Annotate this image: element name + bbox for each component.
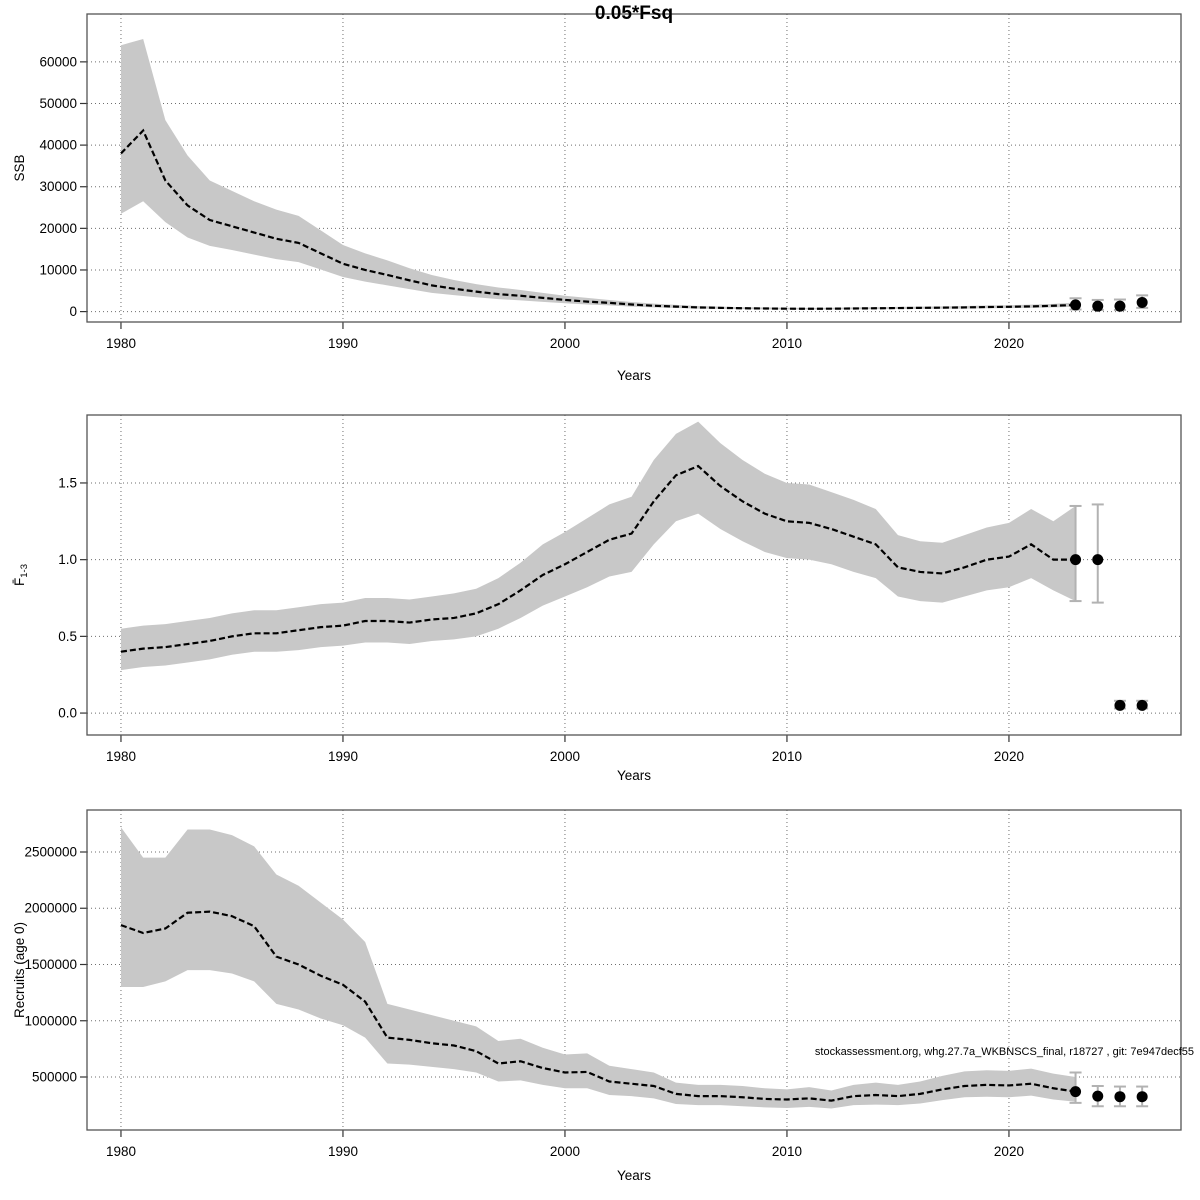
y-tick-label: 1.5 [58, 475, 77, 490]
y-axis-label: Recruits (age 0) [12, 922, 27, 1018]
x-tick-label: 1980 [106, 749, 136, 764]
x-tick-label: 2020 [994, 336, 1024, 351]
forecast-point [1092, 1090, 1104, 1102]
y-tick-label: 2000000 [24, 901, 77, 916]
x-tick-label: 1990 [328, 749, 358, 764]
x-tick-label: 2010 [772, 1144, 802, 1159]
forecast-point [1114, 1091, 1126, 1103]
recruitment-panel: 1980 1990 2000 2010 2020 500000 1000000 1500000… [12, 809, 1182, 1183]
fbar-panel: 1980 1990 2000 2010 2020 0.0 0.5 1.0 1.5 F̄1-3 Yea… [12, 414, 1182, 783]
recruits-line [120, 910, 1076, 1102]
y-tick-label: 40000 [39, 138, 77, 153]
forecast-point [1114, 300, 1126, 312]
forecast-point [1092, 554, 1104, 566]
forecast-point [1070, 299, 1082, 311]
x-tick-label: 2010 [772, 749, 802, 764]
y-tick-label: 0.5 [58, 629, 77, 644]
forecast-point [1092, 300, 1104, 312]
y-tick-label: 0 [69, 304, 77, 319]
x-axis-label: Years [617, 768, 651, 783]
forecast-point [1136, 296, 1148, 308]
x-tick-label: 2000 [550, 749, 580, 764]
y-tick-label: 60000 [39, 54, 77, 69]
forecast-point [1136, 1091, 1148, 1103]
y-tick-label: 1.0 [58, 552, 77, 567]
x-tick-label: 1990 [328, 336, 358, 351]
y-tick-label: 2500000 [24, 845, 77, 860]
y-tick-label: 0.0 [58, 706, 77, 721]
x-tick-label: 2000 [550, 336, 580, 351]
y-axis-label: SSB [12, 154, 27, 181]
forecast-point [1070, 1086, 1082, 1098]
y-tick-label: 10000 [39, 262, 77, 277]
fbar-line [120, 464, 1076, 653]
panel-border [86, 414, 1182, 736]
x-tick-label: 1980 [106, 1144, 136, 1159]
x-tick-label: 2020 [994, 1144, 1024, 1159]
x-tick-label: 2020 [994, 749, 1024, 764]
y-tick-label: 1000000 [24, 1013, 77, 1028]
recruits-confidence-band [120, 827, 1076, 1109]
panel-border [86, 13, 1182, 323]
y-tick-label: 20000 [39, 221, 77, 236]
chart-title: 0.05*Fsq [594, 3, 674, 24]
y-tick-label: 50000 [39, 96, 77, 111]
ssb-confidence-band [120, 38, 1076, 310]
panel-border [86, 809, 1182, 1131]
forecast-point [1070, 554, 1082, 566]
x-tick-label: 2000 [550, 1144, 580, 1159]
y-tick-label: 1500000 [24, 957, 77, 972]
forecast-point [1114, 699, 1126, 711]
x-axis-label: Years [617, 1168, 651, 1183]
source-annotation: stockassessment.org, whg.27.7a_WKBNSCS_f… [814, 1046, 1194, 1058]
x-tick-label: 1990 [328, 1144, 358, 1159]
ssb-line [120, 128, 1076, 310]
forecast-point [1136, 699, 1148, 711]
x-tick-label: 1980 [106, 336, 136, 351]
y-axis-label: F̄1-3 [12, 564, 30, 586]
ssb-panel: 1980 1990 2000 2010 2020 0 10000 20000 30000 4000… [12, 13, 1182, 383]
y-tick-label: 500000 [32, 1070, 77, 1085]
y-tick-label: 30000 [39, 179, 77, 194]
x-tick-label: 2010 [772, 336, 802, 351]
x-axis-label: Years [617, 368, 651, 383]
